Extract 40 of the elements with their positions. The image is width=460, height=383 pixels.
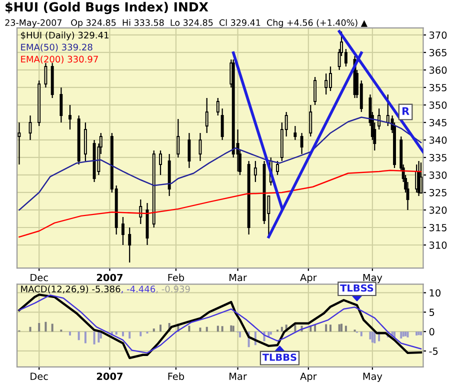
x-tick-label: Feb (168, 274, 184, 282)
y-tick-label: 5 (430, 308, 434, 316)
y-tick-label: 315 (429, 224, 446, 232)
y-tick-label: 355 (429, 84, 446, 92)
x-tick-label: Feb (168, 372, 184, 380)
x-tick-label: Dec (30, 274, 48, 282)
text: , -0.939 (156, 286, 190, 294)
x-tick-label: Mar (230, 274, 247, 282)
y-tick-label: 350 (429, 101, 447, 109)
y-tick-label: 0 (429, 328, 434, 336)
y-tick-label: 310 (429, 241, 447, 249)
y-tick-label: 360 (429, 66, 447, 74)
x-tick-label: May (363, 372, 382, 382)
text: , -4.446 (122, 286, 156, 294)
x-tick-label: Apr (300, 372, 317, 382)
series-label: MACD(12,26,9) -5.386 (21, 285, 120, 294)
y-tick-label: 340 (429, 136, 447, 144)
text: EMA(200) 330.97 (21, 56, 98, 64)
x-tick-label: Mar (230, 372, 247, 380)
y-tick-label: -5 (429, 348, 438, 355)
x-tick-label: May (363, 274, 382, 284)
text: $HUI (Daily) 329.41 (21, 32, 108, 40)
y-tick-label: 335 (429, 154, 446, 162)
annotation: TLBBS (262, 354, 296, 361)
annotation: TLBSS (340, 284, 374, 292)
y-tick-label: 365 (429, 48, 446, 56)
y-tick-label: 370 (429, 31, 447, 39)
x-tick-label: Apr (300, 274, 317, 284)
x-tick-label: Dec (30, 372, 48, 380)
y-tick-label: 320 (429, 206, 447, 214)
x-tick-label: 2007 (96, 372, 122, 380)
y-tick-label: 345 (429, 118, 446, 126)
y-tick-label: 10 (430, 289, 440, 297)
chart-title: $HUI (Gold Bugs Index) INDX (6, 2, 208, 14)
y-tick-label: 330 (429, 171, 447, 179)
x-tick-label: 2007 (96, 274, 122, 282)
chart-subtitle: 23-May-2007 Op 324.85 Hi 333.58 Lo 324.85 Cl 329.41 Chg +4.56 (+1.40%) ▲ (5, 19, 368, 28)
text: EMA(50) 339.28 (21, 44, 92, 52)
annotation: R (402, 107, 410, 115)
y-tick-label: 325 (429, 188, 446, 196)
